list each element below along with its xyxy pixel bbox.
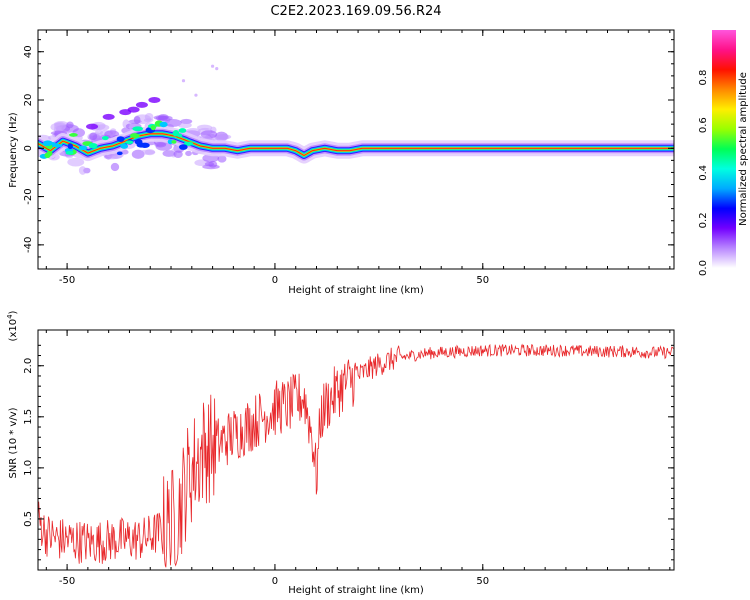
spectral-streak	[148, 97, 161, 104]
spectral-blob	[69, 133, 78, 137]
colorbar-tick-label: 0.0	[698, 260, 709, 276]
y-tick-label: 2.0	[23, 358, 34, 374]
spectral-blob	[204, 161, 215, 167]
y-tick-label: 0	[23, 145, 34, 151]
spectral-blob	[103, 155, 119, 160]
spectral-blob	[104, 130, 120, 139]
spectral-blob	[110, 162, 120, 172]
spectral-blob	[155, 115, 173, 121]
spectral-streak	[102, 113, 115, 120]
spectral-blob	[178, 128, 187, 133]
bottom-y-axis-label: SNR (10 * v/v)	[8, 407, 19, 478]
spectral-speck	[215, 67, 219, 71]
spectral-blob	[116, 136, 125, 142]
colorbar-gradient	[712, 30, 736, 268]
colorbar-label: Normalized spectral amplitude	[738, 72, 749, 226]
colorbar: 0.0 0.2 0.4 0.6 0.8 Normalized spectral ampl…	[698, 30, 749, 276]
spectral-ridge	[38, 133, 674, 157]
spectral-blob	[88, 142, 98, 149]
spectral-streak	[127, 106, 140, 113]
spectral-blob	[120, 143, 129, 149]
spectral-blob	[43, 140, 53, 146]
colorbar-tick-label: 0.6	[698, 117, 709, 133]
y-tick-label: 40	[23, 45, 34, 58]
spectral-streak	[86, 123, 99, 130]
top-axis-ticks: -50 0 50 -40 -20 0 20 40	[23, 30, 674, 286]
spectral-blob	[164, 118, 182, 127]
spectral-blob	[101, 135, 109, 141]
y-tick-label: 1.5	[23, 409, 34, 425]
spectral-blob	[167, 139, 173, 145]
spectral-blob	[150, 125, 156, 131]
top-plot-frame	[37, 29, 675, 270]
spectral-blob	[67, 157, 85, 167]
spectral-blob	[50, 122, 66, 132]
spectral-blob	[125, 140, 134, 145]
spectral-blob	[65, 150, 74, 155]
spectral-blob	[116, 151, 123, 156]
spectral-blob	[171, 140, 177, 144]
colorbar-tick-label: 0.4	[698, 165, 709, 181]
bottom-y-multiplier: (x104)	[6, 310, 19, 341]
y-tick-label: -20	[23, 188, 34, 204]
spectral-blob	[44, 152, 51, 159]
spectral-blob	[136, 142, 146, 148]
spectral-blob	[177, 122, 192, 129]
spectral-blob	[217, 155, 227, 163]
top-x-axis-label: Height of straight line (km)	[288, 285, 424, 296]
y-tick-label: -40	[23, 237, 34, 253]
y-tick-label: 0.5	[23, 511, 34, 527]
x-tick-label: -50	[59, 275, 75, 286]
spectral-blob	[185, 128, 201, 134]
spectral-blob	[66, 121, 74, 129]
spectral-streak	[135, 101, 148, 108]
spectral-blob	[183, 141, 194, 146]
spectral-blob	[78, 166, 87, 175]
spectral-blob	[129, 133, 140, 138]
x-tick-label: -50	[59, 576, 75, 587]
x-tick-label: 0	[272, 275, 278, 286]
spectral-blob	[213, 134, 230, 141]
spectral-blob	[67, 143, 73, 150]
spectral-blob	[173, 150, 183, 158]
bottom-x-axis-label: Height of straight line (km)	[288, 585, 424, 596]
spectral-blob	[172, 129, 180, 137]
spectrogram-marks	[38, 64, 674, 175]
spectral-speck	[210, 64, 215, 68]
bottom-plot-frame	[37, 329, 675, 571]
x-tick-label: 50	[476, 275, 489, 286]
spectral-blob	[95, 124, 110, 131]
top-y-axis-label: Frequency (Hz)	[8, 112, 19, 188]
x-tick-label: 50	[476, 576, 489, 587]
colorbar-tick-label: 0.2	[698, 212, 709, 228]
snr-series-line	[38, 343, 674, 568]
spectral-speck	[194, 93, 198, 97]
spectral-blob	[144, 112, 154, 121]
snr-panel: -50 0 50 0.5 1.0 1.5 2.0 Height of straight li…	[6, 310, 675, 596]
x-tick-label: 0	[272, 576, 278, 587]
colorbar-ticks: 0.0 0.2 0.4 0.6 0.8	[698, 70, 709, 276]
chart-title: C2E2.2023.169.09.56.R24	[270, 4, 441, 19]
spectrogram-panel: -50 0 50 -40 -20 0 20 40 Height of straight lin…	[8, 29, 675, 296]
snr-marks	[38, 343, 674, 568]
bottom-axis-ticks: -50 0 50 0.5 1.0 1.5 2.0	[23, 330, 674, 587]
spectral-blob	[185, 150, 192, 157]
spectral-blob	[144, 149, 156, 156]
spectral-blob	[178, 144, 188, 150]
y-tick-label: 20	[23, 94, 34, 107]
spectral-blob	[132, 126, 144, 132]
spectral-blob	[133, 115, 141, 125]
spectral-blob	[78, 145, 88, 151]
spectral-blob	[159, 121, 168, 128]
y-tick-label: 1.0	[23, 460, 34, 476]
colorbar-tick-label: 0.8	[698, 70, 709, 86]
spectral-blob	[89, 132, 98, 141]
spectral-speck	[181, 79, 186, 83]
spectral-blob	[154, 142, 167, 148]
